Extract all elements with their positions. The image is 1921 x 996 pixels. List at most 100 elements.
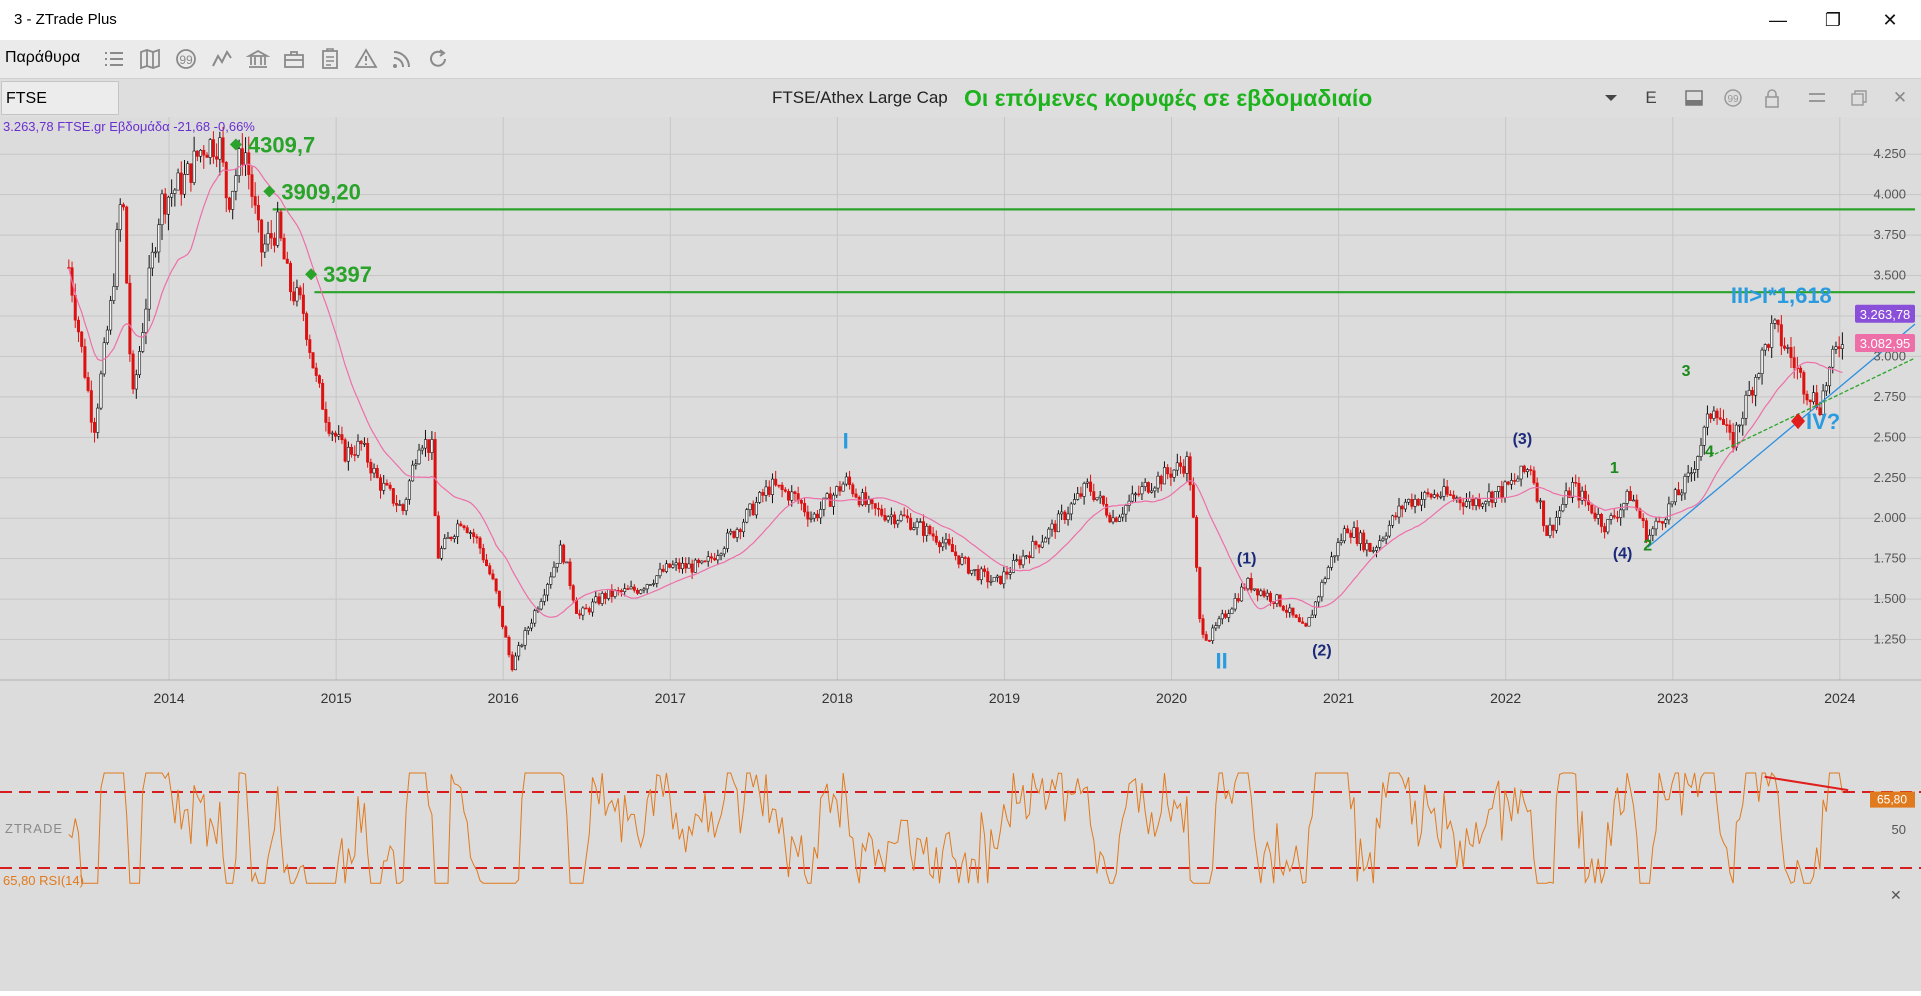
y-tick-label: 4.250 [1873,146,1906,161]
minimize-button[interactable]: — [1769,9,1787,30]
candle-body [359,440,363,445]
quote-icon[interactable]: 99 [174,47,198,71]
e-button[interactable]: E [1645,88,1657,107]
candle-body [767,486,771,495]
chevron-down-icon[interactable] [1596,84,1626,112]
candle-body [292,291,296,302]
candle-body [899,514,903,522]
wave-label: (4) [1613,546,1633,563]
candle-body [1021,555,1025,566]
candle-body [1477,498,1481,507]
candle-body [1519,465,1523,480]
candle-body [128,282,132,355]
candle-body [382,482,386,491]
candle-body [1121,513,1125,518]
warning-icon[interactable] [354,47,378,71]
candle-body [1481,503,1485,507]
candle-body [748,503,752,510]
candle-body [1628,491,1632,501]
candle-body [1558,510,1562,518]
chart-line-icon[interactable] [210,47,234,71]
candle-body [186,163,190,175]
rsi-close-icon[interactable]: ✕ [1890,887,1902,903]
candle-body [1375,547,1379,551]
quote-bubble-icon[interactable]: 99 [1719,84,1747,112]
candle-body [578,613,582,616]
briefcase-icon[interactable] [282,47,306,71]
candle-body [1349,532,1353,538]
candle-body [1436,494,1440,497]
candle-body [305,313,309,340]
restore-button[interactable]: ❐ [1824,9,1842,30]
candle-body [1044,537,1048,543]
windows-menu[interactable]: Παράθυρα [5,49,81,66]
panel-icon[interactable] [1680,84,1708,112]
candle-body [231,190,235,210]
x-tick-label: 2015 [321,690,352,706]
candle-body [456,523,460,537]
candle-body [1593,512,1597,519]
level-marker-icon [263,185,276,198]
candle-body [1240,586,1244,602]
candle-body [1153,487,1157,492]
candle-body [272,237,276,246]
candle-body [1779,324,1783,347]
candle-body [1815,392,1819,409]
close-chart-button[interactable]: ✕ [1892,88,1908,107]
candle-body [889,514,893,518]
candle-body [652,583,656,585]
candle-body [276,211,280,246]
candle-body [1410,499,1414,507]
candle-body [905,515,909,519]
chart-area: 4309,7 3909,20 3397 III>I*1,618 IV? I II (1) (2)… [0,117,1921,991]
candle-body [1156,475,1160,489]
candle-body [1063,511,1067,521]
candle-body [722,548,726,555]
candle-body [607,589,611,599]
candle-body [1461,502,1465,507]
candle-body [1060,511,1064,515]
price-chart[interactable]: 4309,73909,203397III>I*1,618IV?III(1)(2)… [0,117,1921,991]
lock-icon[interactable] [1758,84,1786,112]
list-icon[interactable] [102,47,126,71]
refresh-icon[interactable] [426,47,450,71]
candle-body [1542,500,1546,527]
candle-body [1002,571,1006,585]
candle-body [806,511,810,520]
symbol-input[interactable]: FTSE [1,81,119,115]
candle-body [1638,508,1642,519]
candle-body [864,492,868,505]
candle-body [298,287,302,296]
candle-body [218,137,222,160]
candle-body [1686,472,1690,477]
candle-body [138,351,142,376]
menu-icon[interactable] [1803,84,1831,112]
candle-body [407,480,411,500]
candle-body [118,204,122,230]
candle-body [1005,571,1009,575]
close-button[interactable]: ✕ [1882,9,1898,30]
candle-body [1130,493,1134,502]
map-icon[interactable] [138,47,162,71]
candle-body [1657,520,1661,523]
candle-body [1204,634,1208,641]
rss-icon[interactable] [390,47,414,71]
bank-icon[interactable] [246,47,270,71]
candle-body [1828,366,1832,387]
candle-body [1368,542,1372,552]
candle-body [353,454,357,456]
y-tick-label: 2.250 [1873,470,1906,485]
candle-body [1808,399,1812,403]
candle-body [1262,590,1266,597]
svg-text:99: 99 [1727,94,1739,105]
candle-body [1564,490,1568,505]
candle-body [420,447,424,451]
candle-body [1352,527,1356,538]
candle-body [1236,598,1240,602]
candle-body [427,439,431,453]
candle-body [1175,462,1179,471]
candle-body [552,566,556,578]
maximize-panel-icon[interactable] [1845,84,1873,112]
clipboard-icon[interactable] [318,47,342,71]
candle-body [1567,490,1571,498]
